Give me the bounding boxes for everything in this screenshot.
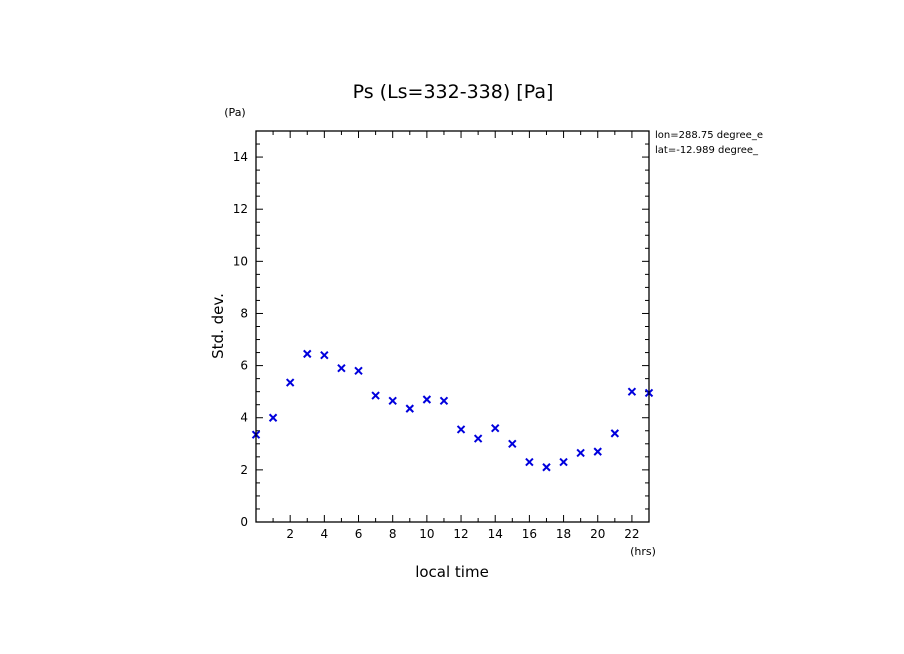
y-axis-unit: (Pa) [224, 106, 245, 119]
data-point [320, 350, 329, 360]
data-point [525, 457, 534, 467]
tick-labels: 2 4 6 8 10 12 14 16 18 20 22 0 2 4 6 8 10 12 14 [233, 150, 640, 541]
data-point [542, 463, 551, 472]
x-tick-label: 14 [488, 527, 503, 541]
x-tick-label: 4 [321, 527, 329, 541]
chart-title: Ps (Ls=332-338) [Pa] [353, 81, 554, 103]
y-axis-label: Std. dev. [209, 293, 227, 359]
axis-ticks [256, 131, 649, 522]
data-point [285, 378, 295, 387]
data-point [388, 396, 397, 405]
data-point [508, 439, 517, 449]
y-tick-label: 2 [240, 463, 248, 477]
y-tick-label: 8 [240, 306, 248, 320]
x-tick-label: 8 [389, 527, 397, 541]
x-axis-unit: (hrs) [630, 545, 656, 558]
data-point [473, 434, 483, 443]
data-point [337, 363, 346, 373]
x-tick-label: 22 [624, 527, 639, 541]
x-tick-label: 16 [522, 527, 537, 541]
x-tick-label: 20 [590, 527, 605, 541]
x-axis-label: local time [415, 563, 489, 581]
data-point [627, 387, 637, 396]
annotation-lon: lon=288.75 degree_e [655, 130, 763, 141]
data-point [405, 404, 414, 413]
data-point [491, 423, 500, 433]
data-point [354, 366, 363, 376]
y-tick-label: 6 [240, 359, 248, 373]
data-point [439, 396, 449, 405]
plot-frame [255, 130, 650, 523]
y-tick-label: 0 [240, 515, 248, 529]
data-point [422, 395, 432, 404]
data-point [593, 447, 602, 456]
data-point [576, 448, 585, 458]
y-tick-label: 4 [240, 411, 248, 425]
annotation-clip [779, 126, 819, 160]
data-point [303, 349, 312, 359]
x-tick-label: 6 [355, 527, 363, 541]
x-tick-label: 18 [556, 527, 571, 541]
y-tick-label: 14 [233, 150, 248, 164]
data-points [251, 349, 654, 472]
x-tick-label: 10 [419, 527, 434, 541]
y-tick-label: 10 [233, 254, 248, 268]
x-tick-label: 12 [453, 527, 468, 541]
x-tick-label: 2 [286, 527, 294, 541]
data-point [559, 457, 568, 467]
y-tick-label: 12 [233, 202, 248, 216]
data-point [371, 391, 380, 400]
data-point [268, 413, 278, 422]
data-point [610, 429, 620, 438]
data-point [456, 425, 466, 434]
annotation-lat: lat=-12.989 degree_ [655, 145, 759, 156]
